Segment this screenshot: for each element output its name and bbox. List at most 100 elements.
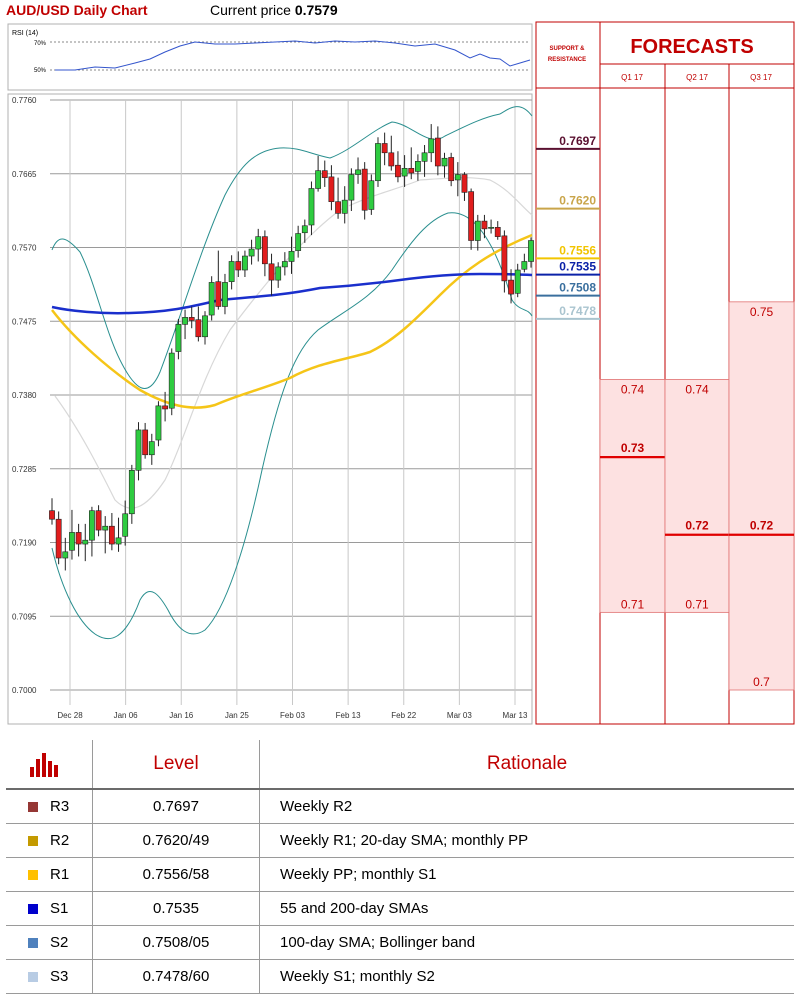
candle-body-up xyxy=(228,261,235,282)
candle xyxy=(501,230,508,293)
forecast-bars: 0.74 0.73 0.71 0.74 0.72 0.71 0.75 0.72 0.7 xyxy=(599,301,795,691)
level-rationale: Weekly R1; 20-day SMA; monthly PP xyxy=(259,823,794,858)
candle-body-down xyxy=(268,263,275,281)
candle xyxy=(69,509,75,560)
candle xyxy=(408,147,415,180)
forecast-range: 0.74 0.73 0.71 xyxy=(599,379,666,613)
candle xyxy=(202,311,208,345)
candle xyxy=(261,230,268,277)
candle xyxy=(228,255,235,290)
sr-level-label: 0.7556 xyxy=(559,243,596,257)
candle-body-down xyxy=(321,170,328,178)
level-value: 0.7697 xyxy=(92,789,260,824)
candle-body-down xyxy=(508,279,514,295)
candle-body-up xyxy=(82,539,89,545)
level-rationale: Weekly PP; monthly S1 xyxy=(259,857,794,892)
rsi-label: RSI (14) xyxy=(12,30,38,37)
candle-body-up xyxy=(182,317,188,325)
rsi-line xyxy=(55,40,531,71)
candle-body-down xyxy=(195,319,202,338)
candle xyxy=(341,186,348,224)
sr-label-line1: SUPPORT & xyxy=(549,46,585,52)
table-row: R1 0.7556/58 Weekly PP; monthly S1 xyxy=(6,857,794,892)
candle-body-up xyxy=(295,233,302,251)
candle xyxy=(148,433,155,465)
forecast-range-box xyxy=(664,379,730,613)
candle-body-up xyxy=(368,180,375,210)
candle-body-up xyxy=(62,551,69,559)
candle xyxy=(75,523,82,557)
chart-title: AUD/USD Daily Chart xyxy=(6,2,148,18)
forecasts-title: FORECASTS xyxy=(630,36,753,58)
candle-body-up xyxy=(421,152,428,162)
candle xyxy=(481,214,488,239)
table-header-row: Level Rationale xyxy=(6,740,794,790)
candle xyxy=(275,262,282,288)
forecast-range-box xyxy=(728,301,795,691)
candle-body-up xyxy=(148,441,155,456)
candle xyxy=(128,464,135,524)
candle xyxy=(49,498,55,525)
sr-level-label: 0.7697 xyxy=(559,134,596,148)
candle xyxy=(415,154,421,181)
candle xyxy=(381,132,388,166)
level-name-cell: S1 xyxy=(6,891,93,926)
candle-body-down xyxy=(49,510,55,520)
candle xyxy=(208,276,215,321)
candle xyxy=(95,505,102,537)
current-price-value: 0.7579 xyxy=(294,2,338,18)
candle-body-down xyxy=(501,235,508,282)
candlestick-series xyxy=(49,124,534,571)
y-tick-label: 0.7095 xyxy=(12,612,37,621)
candle-body-down xyxy=(434,137,441,167)
candle-body-up xyxy=(521,261,528,270)
candle xyxy=(55,511,62,565)
sr-level-label: 0.7535 xyxy=(559,260,596,274)
level-name: R3 xyxy=(50,798,70,815)
candle xyxy=(175,318,182,360)
candle xyxy=(122,500,129,546)
candle xyxy=(474,214,481,251)
candle xyxy=(335,177,341,219)
candle-body-up xyxy=(355,169,361,175)
level-color-swatch xyxy=(28,836,38,847)
candle-body-up xyxy=(69,532,75,551)
candle-body-up xyxy=(242,255,248,271)
y-tick-label: 0.7285 xyxy=(12,465,37,474)
candle xyxy=(308,181,315,236)
candle xyxy=(428,124,435,163)
candle-body-down xyxy=(55,518,62,559)
level-name-cell: R3 xyxy=(6,789,93,824)
forecast-mid-label: 0.73 xyxy=(621,441,645,455)
levels-table: Level Rationale R3 0.7697 Weekly R2 R2 0.762… xyxy=(6,740,794,994)
candle xyxy=(494,221,501,240)
y-tick-label: 0.7000 xyxy=(12,686,37,695)
candle xyxy=(348,168,355,212)
candle-body-down xyxy=(162,405,168,410)
aud-usd-chart: RSI (14) 70% 50% 0.77600.76650.75700.747… xyxy=(7,21,795,725)
candle-body-up xyxy=(122,513,129,537)
level-color-swatch xyxy=(28,938,38,949)
x-tick-label: Mar 03 xyxy=(447,711,472,720)
current-price: Current price 0.7579 xyxy=(210,2,338,18)
candle-body-up xyxy=(401,168,408,177)
candle xyxy=(528,237,534,268)
candle xyxy=(468,188,475,250)
level-name: R1 xyxy=(50,866,70,883)
candle xyxy=(448,152,455,187)
level-name: S3 xyxy=(50,968,69,985)
sma-200-line xyxy=(51,272,533,315)
current-price-label: Current price xyxy=(210,2,291,18)
forecast-range: 0.74 0.72 0.71 xyxy=(664,379,730,613)
candle-body-up xyxy=(248,248,255,257)
y-tick-label: 0.7190 xyxy=(12,539,37,548)
candle xyxy=(155,401,162,447)
table-row: S2 0.7508/05 100-day SMA; Bollinger band xyxy=(6,925,794,960)
header-rationale: Rationale xyxy=(259,740,794,790)
forecast-mid-label: 0.72 xyxy=(750,519,774,533)
candle xyxy=(135,422,142,481)
candle xyxy=(268,253,275,296)
candle xyxy=(162,391,168,422)
candle-body-up xyxy=(441,157,448,167)
candle xyxy=(288,236,295,274)
